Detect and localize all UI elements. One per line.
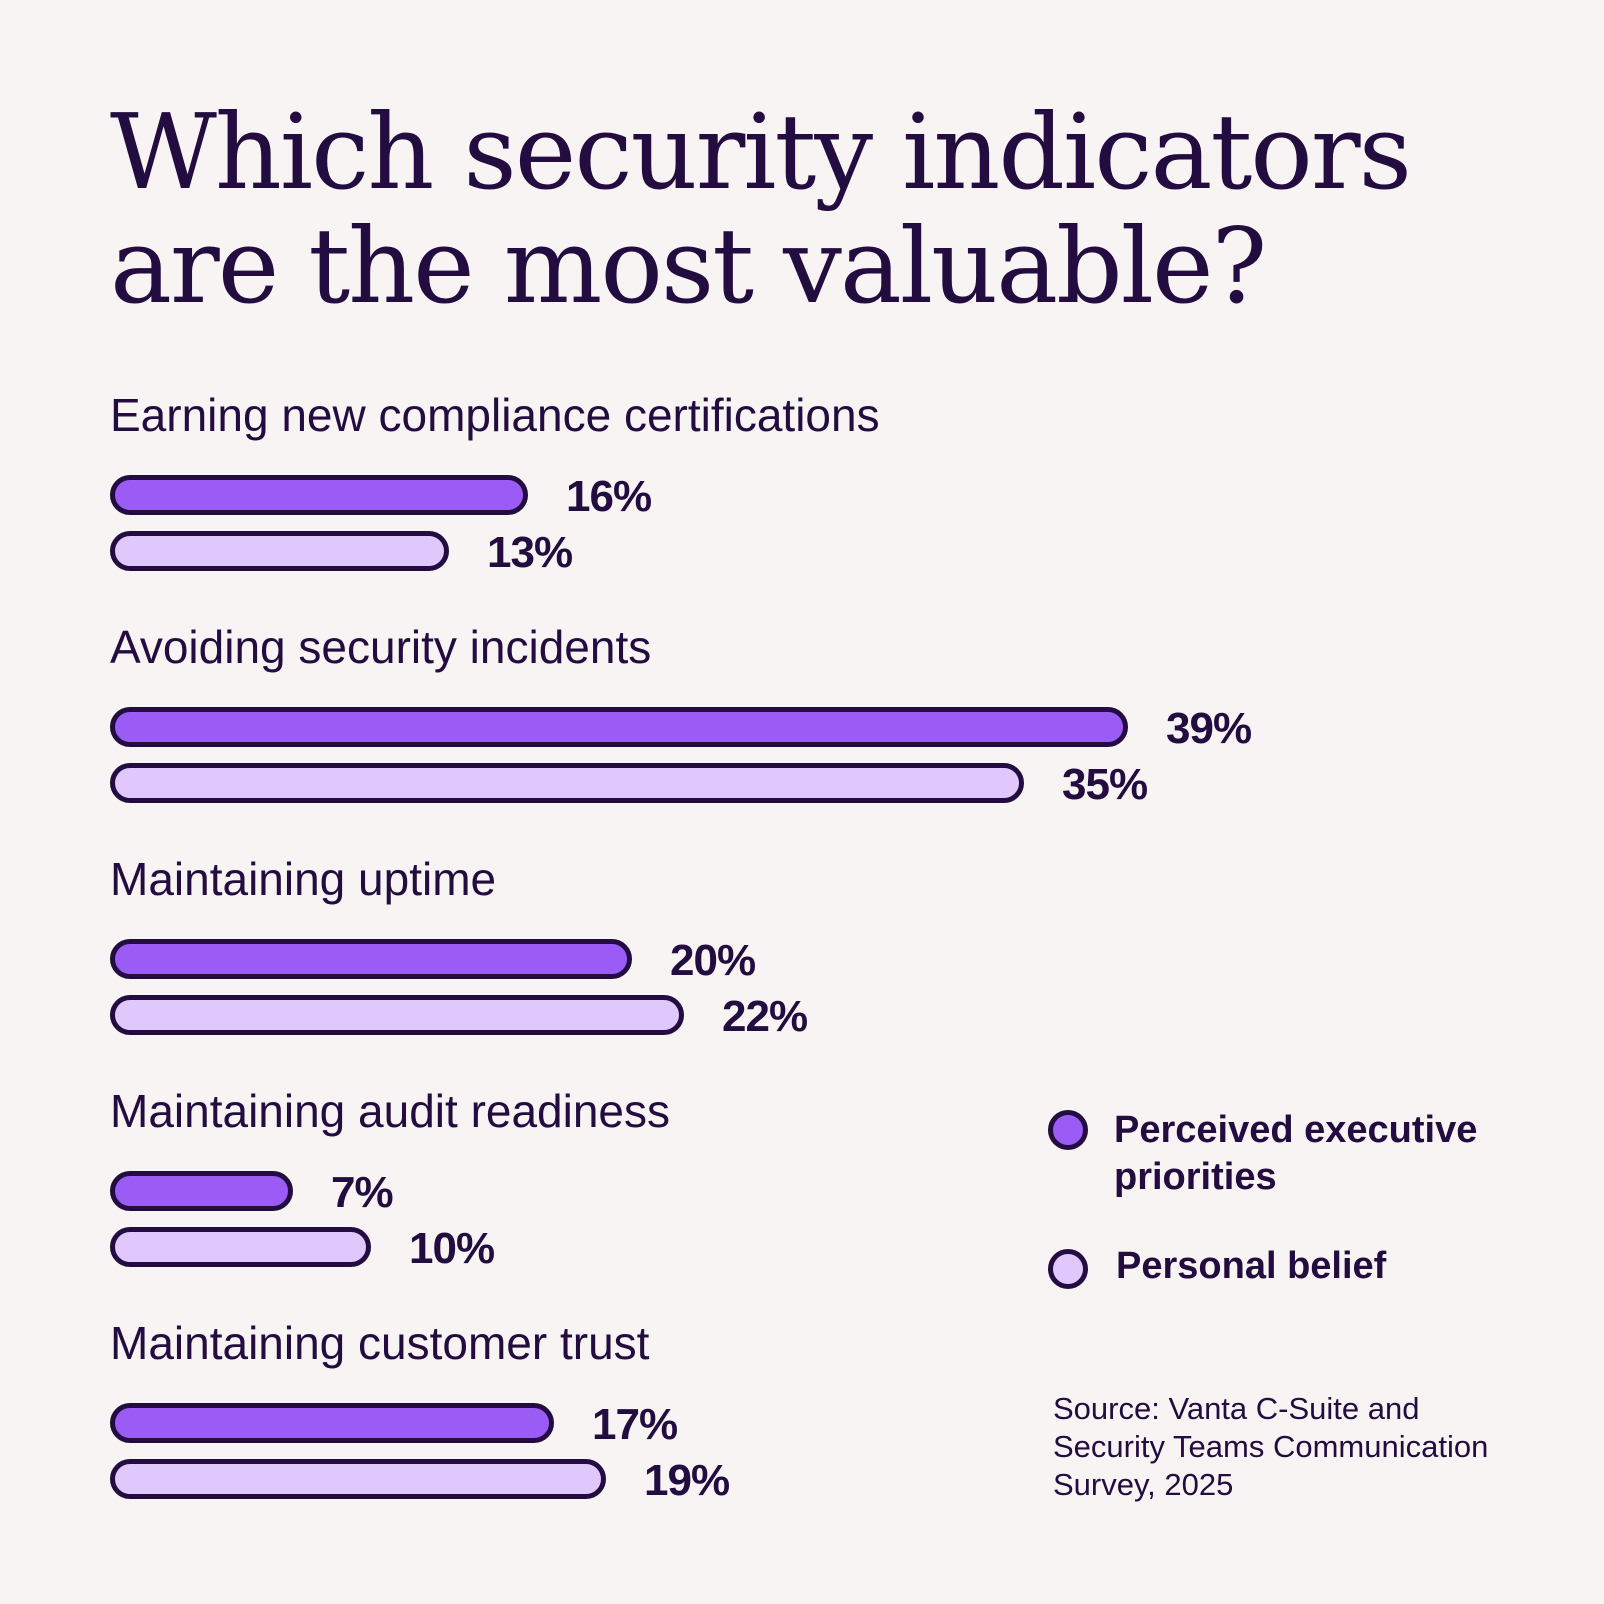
value-label-executive: 7%	[331, 1168, 394, 1217]
bar-executive	[110, 1171, 293, 1211]
chart-title-line-2: are the most valuable?	[110, 205, 1267, 327]
value-label-personal: 35%	[1062, 760, 1148, 809]
bar-executive	[110, 939, 632, 979]
bar-personal	[110, 763, 1024, 803]
value-label-executive: 16%	[566, 472, 652, 521]
category-label: Maintaining audit readiness	[110, 1085, 671, 1137]
bar-executive	[110, 707, 1128, 747]
value-label-executive: 17%	[592, 1400, 678, 1449]
source-note: Source: Vanta C-Suite and Security Teams…	[1053, 1391, 1489, 1502]
category-label: Maintaining customer trust	[110, 1317, 650, 1369]
bar-personal	[110, 1459, 606, 1499]
value-label-personal: 13%	[487, 528, 573, 577]
bar-executive	[110, 1403, 554, 1443]
bar-executive	[110, 475, 528, 515]
category-label: Avoiding security incidents	[110, 621, 652, 673]
legend-personal-label: Personal belief	[1116, 1245, 1387, 1287]
value-label-personal: 22%	[722, 992, 808, 1041]
bar-personal	[110, 1227, 371, 1267]
legend-executive-label: Perceived executive priorities	[1114, 1109, 1478, 1198]
value-label-personal: 19%	[644, 1456, 730, 1505]
bar-personal	[110, 531, 449, 571]
legend-executive-swatch	[1048, 1110, 1088, 1150]
category-label: Earning new compliance certifications	[110, 389, 880, 441]
legend-personal-swatch	[1048, 1249, 1088, 1289]
value-label-executive: 39%	[1166, 704, 1252, 753]
chart-title-line-1: Which security indicators	[110, 91, 1412, 213]
category-label: Maintaining uptime	[110, 853, 497, 905]
bar-personal	[110, 995, 684, 1035]
value-label-executive: 20%	[670, 936, 756, 985]
value-label-personal: 10%	[409, 1224, 495, 1273]
